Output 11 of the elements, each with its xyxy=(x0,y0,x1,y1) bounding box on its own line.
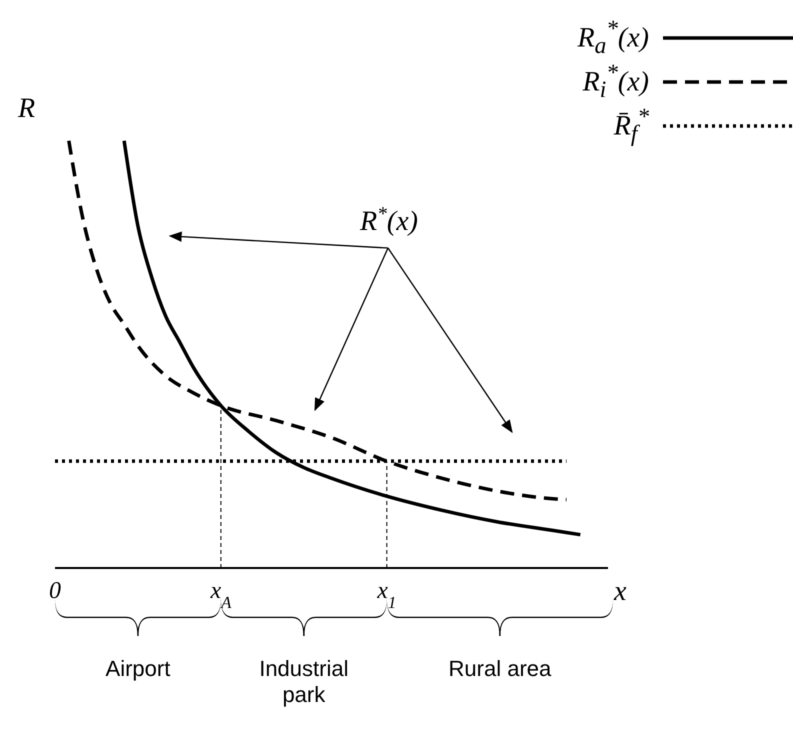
annotation: R$^{*}$(x) xyxy=(359,204,418,237)
x-axis-title: x xyxy=(614,576,626,608)
legend-label: R$_{a}$$^{*}$(x) xyxy=(577,16,649,60)
x-tick-label: 0 xyxy=(49,578,61,604)
text: Industrial park xyxy=(258,656,350,708)
x-tick-label: x$_{1}$ xyxy=(376,578,396,612)
legend-label: R$_{i}$$^{*}$(x) xyxy=(582,60,649,104)
y-axis-title: R xyxy=(18,93,36,125)
text: Airport xyxy=(104,656,172,682)
x-tick-label: x$_{A}$ xyxy=(209,578,232,612)
text: Rural area xyxy=(448,656,552,682)
